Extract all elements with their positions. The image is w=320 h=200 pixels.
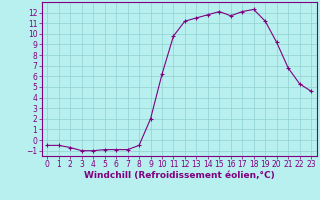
X-axis label: Windchill (Refroidissement éolien,°C): Windchill (Refroidissement éolien,°C) [84, 171, 275, 180]
